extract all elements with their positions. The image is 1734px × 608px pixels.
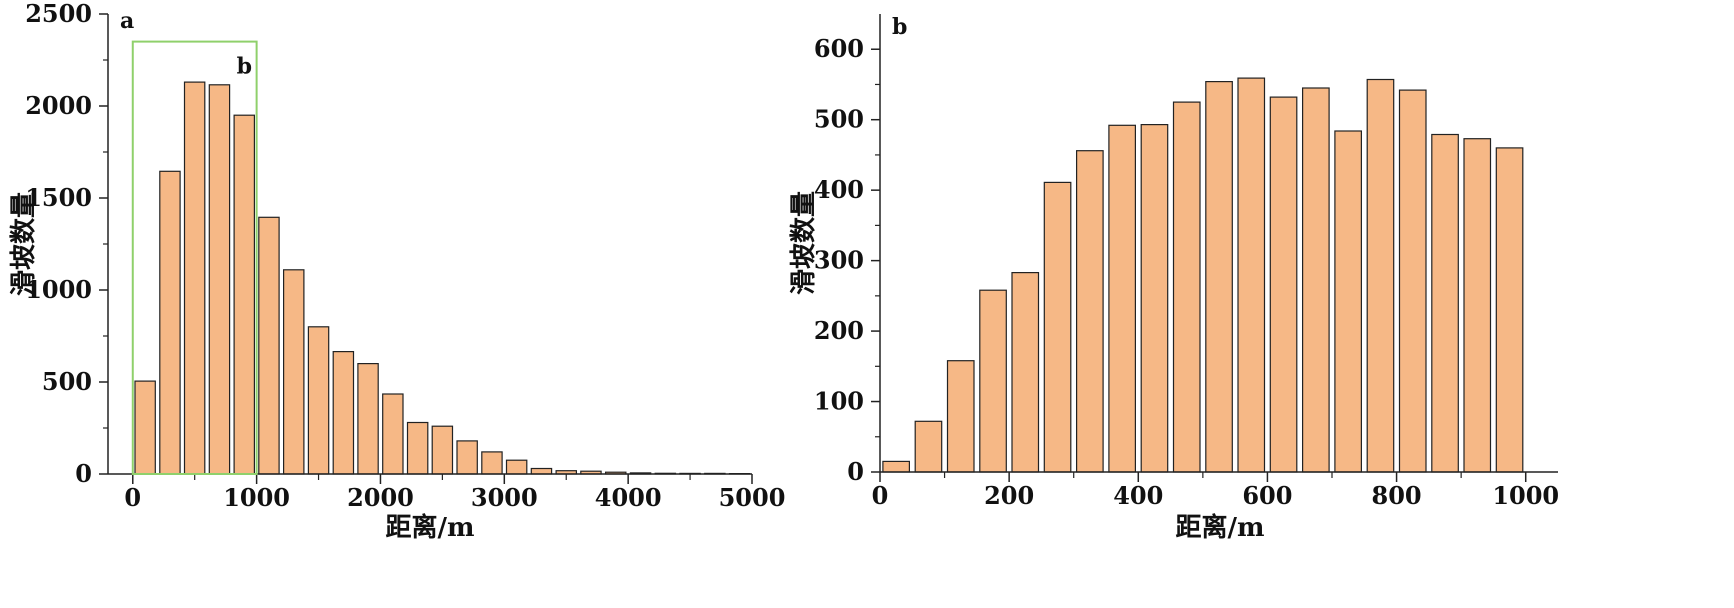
y-axis-title: 滑坡数量 — [9, 192, 39, 296]
panel-label: b — [892, 14, 907, 40]
y-tick-label: 300 — [814, 246, 864, 275]
x-tick-label: 200 — [984, 481, 1034, 510]
x-tick-label: 0 — [124, 483, 141, 512]
bar — [883, 461, 910, 472]
bar — [1496, 148, 1523, 472]
x-tick-label: 3000 — [471, 483, 538, 512]
x-tick-label: 1000 — [223, 483, 290, 512]
x-tick-label: 0 — [872, 481, 889, 510]
bar — [1432, 135, 1459, 473]
bar — [948, 361, 975, 472]
bar — [915, 421, 942, 472]
bar — [980, 290, 1007, 472]
bar — [185, 82, 205, 474]
y-tick-label: 500 — [814, 105, 864, 134]
x-axis-title: 距离/m — [385, 512, 474, 543]
bar — [284, 270, 304, 474]
bar — [234, 115, 254, 474]
bar — [135, 381, 155, 474]
y-tick-label: 100 — [814, 387, 864, 416]
bar — [308, 327, 328, 474]
bar — [1303, 88, 1330, 472]
bar — [457, 441, 477, 474]
bar — [1238, 78, 1265, 472]
bar — [482, 452, 502, 474]
bar — [1270, 97, 1297, 472]
x-tick-label: 2000 — [347, 483, 414, 512]
bar — [1335, 131, 1362, 472]
bar — [1012, 273, 1039, 472]
x-tick-label: 1000 — [1492, 481, 1559, 510]
x-axis-title: 距离/m — [1175, 512, 1264, 543]
bar — [259, 217, 279, 474]
bar — [383, 394, 403, 474]
y-tick-label: 0 — [75, 459, 92, 488]
y-tick-label: 600 — [814, 34, 864, 63]
panel-label: a — [120, 8, 134, 34]
y-tick-label: 0 — [847, 457, 864, 486]
y-tick-label: 200 — [814, 316, 864, 345]
bar — [333, 352, 353, 474]
bar — [1174, 102, 1201, 472]
bar — [1464, 139, 1491, 472]
y-tick-label: 500 — [42, 367, 92, 396]
bar — [160, 171, 180, 474]
bar — [1400, 90, 1427, 472]
x-tick-label: 800 — [1372, 481, 1422, 510]
y-axis-title: 滑坡数量 — [789, 191, 819, 295]
y-tick-label: 2000 — [25, 91, 92, 120]
bar — [1077, 151, 1104, 472]
y-tick-label: 2500 — [25, 0, 92, 28]
bar — [1044, 182, 1071, 472]
x-tick-label: 5000 — [719, 483, 786, 512]
bar — [531, 469, 551, 475]
x-tick-label: 400 — [1113, 481, 1163, 510]
bar — [507, 460, 527, 474]
bar — [1109, 125, 1136, 472]
bar — [432, 426, 452, 474]
bar — [408, 423, 428, 475]
bar — [209, 85, 229, 474]
y-tick-label: 400 — [814, 175, 864, 204]
bar — [1206, 82, 1233, 472]
bar — [1141, 125, 1168, 472]
bar — [1367, 80, 1394, 473]
zoom-region-label: b — [237, 54, 252, 80]
x-tick-label: 600 — [1242, 481, 1292, 510]
x-tick-label: 4000 — [595, 483, 662, 512]
bar — [358, 364, 378, 474]
